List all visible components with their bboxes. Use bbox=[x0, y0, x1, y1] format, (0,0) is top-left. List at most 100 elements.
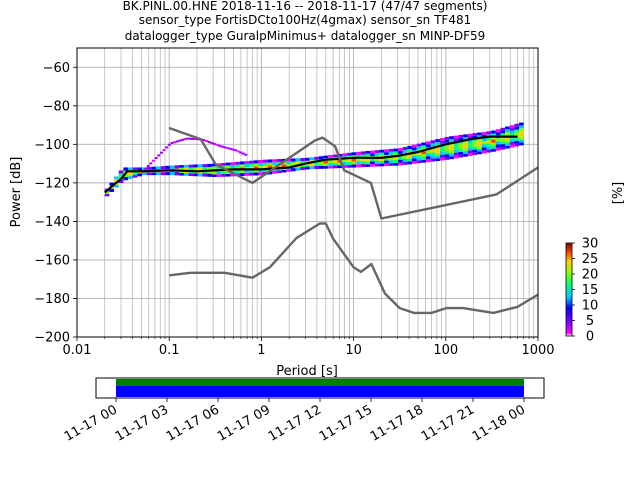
density-cell bbox=[230, 165, 236, 168]
density-cell bbox=[411, 150, 417, 153]
density-cell bbox=[393, 162, 399, 166]
timeline-tick-label: 11-17 21 bbox=[419, 402, 477, 444]
density-cell bbox=[249, 172, 254, 176]
density-cell bbox=[486, 137, 492, 141]
density-cell bbox=[253, 163, 259, 167]
density-cell bbox=[444, 154, 450, 158]
density-cell bbox=[258, 159, 264, 164]
density-cell bbox=[286, 161, 291, 164]
density-cell bbox=[463, 134, 468, 138]
colorbar-tick-label: 30 bbox=[582, 237, 599, 252]
density-cell bbox=[258, 163, 264, 167]
density-cell bbox=[370, 161, 375, 165]
density-cell bbox=[463, 137, 468, 140]
density-cell bbox=[104, 193, 110, 197]
density-cell bbox=[388, 148, 394, 152]
density-cell bbox=[114, 179, 119, 183]
y-tick-label: −60 bbox=[43, 61, 70, 76]
density-cell bbox=[514, 143, 520, 147]
x-tick-label: 10 bbox=[345, 343, 362, 358]
density-cell bbox=[393, 157, 399, 160]
density-cell bbox=[197, 173, 203, 177]
density-cell bbox=[477, 132, 482, 136]
density-cell bbox=[346, 161, 352, 165]
density-cell bbox=[370, 164, 375, 167]
density-cell bbox=[365, 151, 371, 154]
outlier-cell bbox=[220, 145, 224, 148]
density-cell bbox=[216, 163, 222, 167]
density-cell bbox=[486, 146, 492, 150]
outlier-cell bbox=[183, 138, 187, 141]
density-cell bbox=[384, 163, 389, 167]
density-cell bbox=[519, 131, 524, 134]
outlier-cell bbox=[228, 147, 232, 150]
density-cell bbox=[179, 172, 184, 176]
series-lines bbox=[104, 126, 538, 315]
density-cell bbox=[463, 142, 468, 146]
header-title-line2: sensor_type FortisDCto100Hz(4gmax) senso… bbox=[139, 13, 471, 27]
density-cell bbox=[458, 137, 464, 141]
density-cell bbox=[486, 143, 492, 147]
density-cell bbox=[472, 141, 478, 145]
density-cell bbox=[365, 164, 371, 167]
density-cell bbox=[137, 167, 142, 171]
density-cell bbox=[137, 173, 142, 177]
density-cell bbox=[207, 167, 212, 171]
density-cell bbox=[425, 150, 431, 154]
density-cell bbox=[481, 144, 487, 148]
density-cell bbox=[430, 158, 436, 162]
density-cell bbox=[495, 132, 501, 136]
density-cell bbox=[467, 136, 473, 140]
density-cell bbox=[207, 170, 212, 174]
density-cell bbox=[356, 151, 361, 155]
density-cell bbox=[491, 145, 496, 149]
density-cell bbox=[458, 134, 464, 138]
density-cell bbox=[118, 173, 124, 177]
density-cell bbox=[300, 158, 305, 162]
density-cell bbox=[453, 138, 459, 142]
density-cell bbox=[519, 142, 524, 146]
density-cell bbox=[463, 151, 468, 154]
density-cell bbox=[314, 165, 319, 170]
density-cell bbox=[193, 173, 198, 177]
density-cell bbox=[304, 157, 310, 161]
density-cell bbox=[453, 152, 459, 156]
density-cell bbox=[458, 149, 464, 152]
outlier-cell bbox=[154, 157, 158, 160]
density-cell bbox=[444, 151, 450, 155]
density-cell bbox=[146, 167, 152, 170]
density-cell bbox=[300, 161, 305, 165]
density-cell bbox=[458, 151, 464, 155]
colorbar-tick-label: 5 bbox=[586, 314, 594, 329]
timeline-bars bbox=[116, 379, 524, 397]
grid bbox=[76, 48, 538, 338]
density-cell bbox=[332, 165, 338, 169]
density-cell bbox=[514, 137, 520, 141]
density-cell bbox=[453, 146, 459, 150]
density-cell bbox=[509, 136, 515, 140]
y-tick-label: −100 bbox=[34, 138, 70, 153]
density-cell bbox=[519, 125, 524, 129]
density-cell bbox=[365, 158, 371, 162]
density-cell bbox=[439, 152, 445, 155]
density-cell bbox=[421, 159, 426, 163]
density-cell bbox=[123, 167, 129, 171]
x-tick-label: 1 bbox=[257, 343, 265, 358]
density-cell bbox=[193, 167, 198, 171]
density-cell bbox=[109, 188, 115, 192]
density-cell bbox=[332, 154, 338, 158]
density-cell bbox=[477, 143, 482, 147]
density-cell bbox=[472, 146, 478, 150]
density-cell bbox=[421, 154, 426, 157]
outlier-cell bbox=[191, 137, 195, 140]
outlier-cell bbox=[239, 151, 243, 154]
density-cell bbox=[249, 166, 254, 170]
density-cell bbox=[519, 133, 524, 137]
density-cell bbox=[328, 160, 333, 164]
outlier-cell bbox=[218, 144, 222, 147]
density-cell bbox=[477, 137, 482, 141]
density-cell bbox=[160, 166, 166, 170]
density-cell bbox=[281, 169, 287, 173]
density-cell bbox=[500, 141, 506, 145]
